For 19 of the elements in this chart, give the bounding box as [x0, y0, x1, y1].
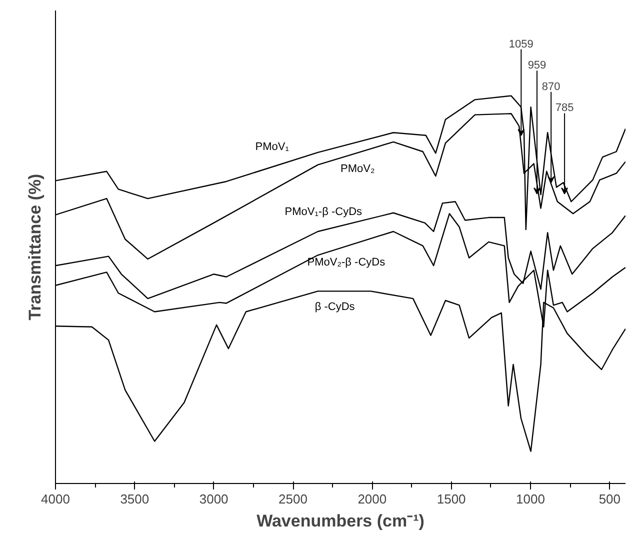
annotation: 870: [542, 80, 560, 93]
annotation: 785: [555, 102, 574, 114]
x-axis-title: Wavenumbers (cm⁻¹): [256, 512, 424, 530]
x-tick-label: 3000: [199, 492, 228, 506]
x-tick-label: 4000: [41, 492, 70, 506]
series-label: PMoV₂-β -CyDs: [307, 256, 386, 268]
x-tick-label: 3500: [120, 492, 150, 506]
x-tick-label: 1000: [516, 492, 545, 506]
series-label: PMoV₁-β -CyDs: [284, 206, 363, 218]
x-tick-label: 2000: [358, 492, 387, 506]
series-label: PMoV₁: [255, 140, 290, 153]
series-label: PMoV₂: [340, 162, 375, 175]
series-label: β -CyDs: [314, 301, 356, 314]
y-axis-title: Transmittance (%): [26, 174, 44, 320]
x-tick-label: 2500: [278, 492, 308, 506]
annotation: 1059: [508, 38, 534, 50]
x-tick-label: 500: [598, 492, 621, 506]
x-tick-label: 1500: [436, 492, 466, 506]
annotation: 959: [528, 60, 546, 72]
